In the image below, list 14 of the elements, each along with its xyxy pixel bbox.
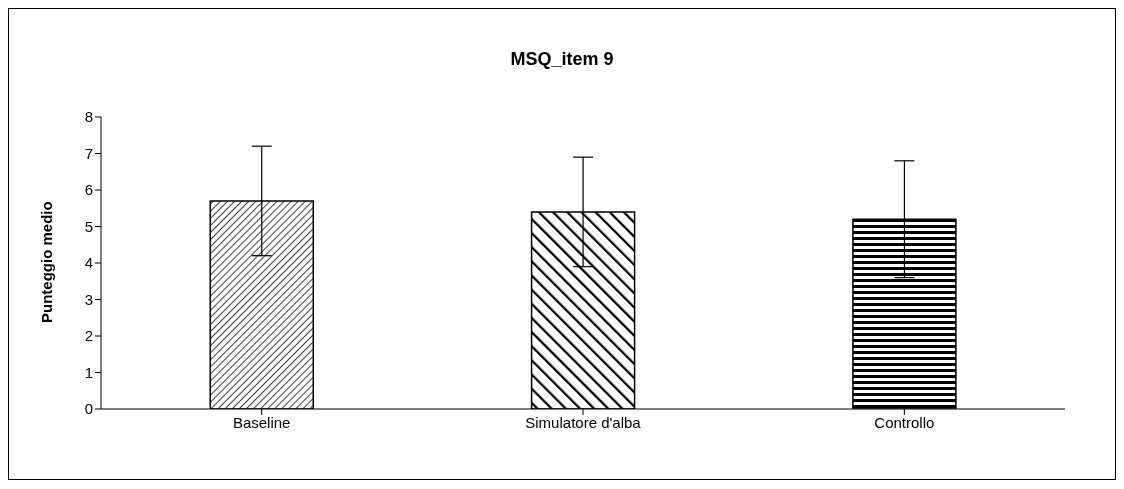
y-tick-label: 6 xyxy=(84,181,93,199)
y-tick-label: 4 xyxy=(84,254,93,272)
y-axis-title: Punteggio medio xyxy=(38,201,56,323)
y-tick-label: 3 xyxy=(84,290,93,308)
y-tick-label: 2 xyxy=(84,327,93,345)
y-tick-label: 7 xyxy=(84,144,93,162)
y-tick-label: 0 xyxy=(84,400,93,418)
x-tick-label: Controllo xyxy=(874,413,935,431)
y-tick-label: 5 xyxy=(84,217,93,235)
x-tick-label: Simulatore d'alba xyxy=(525,413,642,431)
y-tick-label: 1 xyxy=(84,363,93,381)
x-tick-label: Baseline xyxy=(232,413,291,431)
y-tick-label: 8 xyxy=(84,108,93,126)
chart-title: MSQ_item 9 xyxy=(509,49,615,70)
